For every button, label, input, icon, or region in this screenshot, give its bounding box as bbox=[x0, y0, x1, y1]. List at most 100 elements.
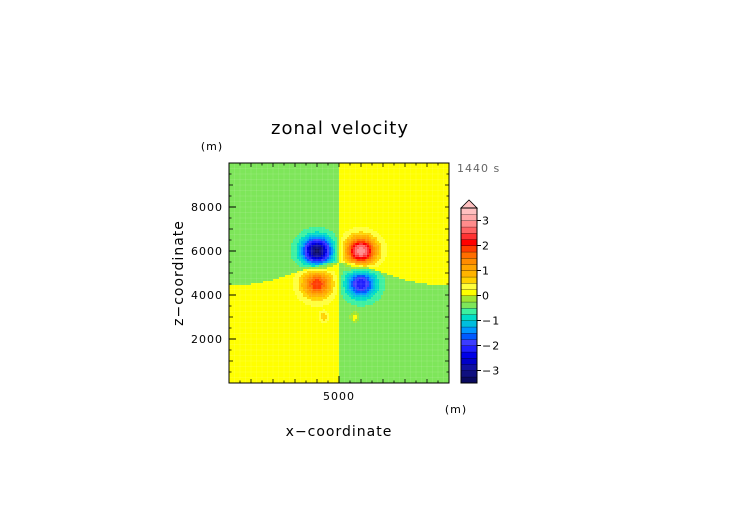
field-cell bbox=[411, 219, 414, 222]
field-cell bbox=[233, 169, 236, 172]
field-cell bbox=[261, 215, 264, 218]
field-cell bbox=[417, 207, 420, 210]
field-cell bbox=[417, 191, 420, 194]
field-cell bbox=[409, 205, 412, 208]
field-cell bbox=[413, 219, 416, 222]
field-cell bbox=[327, 203, 330, 206]
field-cell bbox=[407, 209, 410, 212]
field-cell bbox=[355, 235, 358, 238]
field-cell bbox=[421, 223, 424, 226]
field-cell bbox=[285, 221, 288, 224]
field-cell bbox=[445, 177, 448, 180]
field-cell bbox=[273, 195, 276, 198]
field-cell bbox=[301, 189, 304, 192]
field-cell bbox=[337, 211, 340, 214]
field-cell bbox=[273, 235, 276, 238]
field-cell bbox=[267, 179, 270, 182]
field-cell bbox=[405, 175, 408, 178]
field-cell bbox=[419, 239, 422, 242]
field-cell bbox=[425, 165, 428, 168]
field-cell bbox=[389, 205, 392, 208]
field-cell bbox=[413, 187, 416, 190]
field-cell bbox=[319, 229, 322, 232]
field-cell bbox=[407, 185, 410, 188]
field-cell bbox=[439, 219, 442, 222]
field-cell bbox=[391, 181, 394, 184]
field-cell bbox=[233, 235, 236, 238]
field-cell bbox=[437, 177, 440, 180]
field-cell bbox=[317, 217, 320, 220]
field-cell bbox=[441, 193, 444, 196]
field-cell bbox=[371, 173, 374, 176]
field-cell bbox=[307, 215, 310, 218]
field-cell bbox=[249, 167, 252, 170]
field-cell bbox=[421, 219, 424, 222]
field-cell bbox=[383, 189, 386, 192]
field-cell bbox=[239, 227, 242, 230]
field-cell bbox=[347, 177, 350, 180]
field-cell bbox=[373, 165, 376, 168]
field-cell bbox=[437, 203, 440, 206]
field-cell bbox=[351, 179, 354, 182]
field-cell bbox=[307, 203, 310, 206]
field-cell bbox=[373, 197, 376, 200]
field-cell bbox=[279, 231, 282, 234]
field-cell bbox=[435, 197, 438, 200]
field-cell bbox=[359, 219, 362, 222]
field-cell bbox=[245, 231, 248, 234]
field-cell bbox=[231, 199, 234, 202]
field-cell bbox=[415, 191, 418, 194]
field-cell bbox=[319, 167, 322, 170]
field-cell bbox=[389, 219, 392, 222]
field-cell bbox=[433, 169, 436, 172]
field-cell bbox=[441, 203, 444, 206]
field-cell bbox=[431, 219, 434, 222]
field-cell bbox=[255, 187, 258, 190]
field-cell bbox=[391, 217, 394, 220]
field-cell bbox=[365, 231, 368, 234]
field-cell bbox=[263, 211, 266, 214]
field-cell bbox=[415, 223, 418, 226]
field-cell bbox=[333, 223, 336, 226]
field-cell bbox=[229, 235, 232, 238]
field-cell bbox=[233, 211, 236, 214]
field-cell bbox=[439, 171, 442, 174]
field-cell bbox=[427, 229, 430, 232]
field-cell bbox=[359, 229, 362, 232]
field-cell bbox=[381, 183, 384, 186]
field-cell bbox=[429, 199, 432, 202]
field-cell bbox=[363, 231, 366, 234]
field-cell bbox=[399, 225, 402, 228]
field-cell bbox=[443, 187, 446, 190]
field-cell bbox=[393, 221, 396, 224]
field-cell bbox=[357, 223, 360, 226]
field-cell bbox=[343, 169, 346, 172]
field-cell bbox=[423, 191, 426, 194]
field-cell bbox=[345, 173, 348, 176]
field-cell bbox=[345, 181, 348, 184]
field-cell bbox=[285, 227, 288, 230]
field-cell bbox=[393, 235, 396, 238]
field-cell bbox=[375, 241, 378, 244]
field-cell bbox=[347, 191, 350, 194]
field-cell bbox=[409, 225, 412, 228]
field-cell bbox=[331, 229, 334, 232]
field-cell bbox=[417, 235, 420, 238]
field-cell bbox=[247, 207, 250, 210]
field-cell bbox=[263, 179, 266, 182]
field-cell bbox=[305, 243, 308, 246]
field-cell bbox=[387, 175, 390, 178]
field-cell bbox=[251, 193, 254, 196]
field-cell bbox=[389, 201, 392, 204]
field-cell bbox=[237, 225, 240, 228]
field-cell bbox=[251, 229, 254, 232]
field-cell bbox=[363, 211, 366, 214]
field-cell bbox=[343, 175, 346, 178]
field-cell bbox=[387, 233, 390, 236]
field-cell bbox=[277, 247, 280, 250]
field-cell bbox=[357, 177, 360, 180]
field-cell bbox=[251, 165, 254, 168]
field-cell bbox=[331, 185, 334, 188]
field-cell bbox=[297, 227, 300, 230]
field-cell bbox=[243, 215, 246, 218]
